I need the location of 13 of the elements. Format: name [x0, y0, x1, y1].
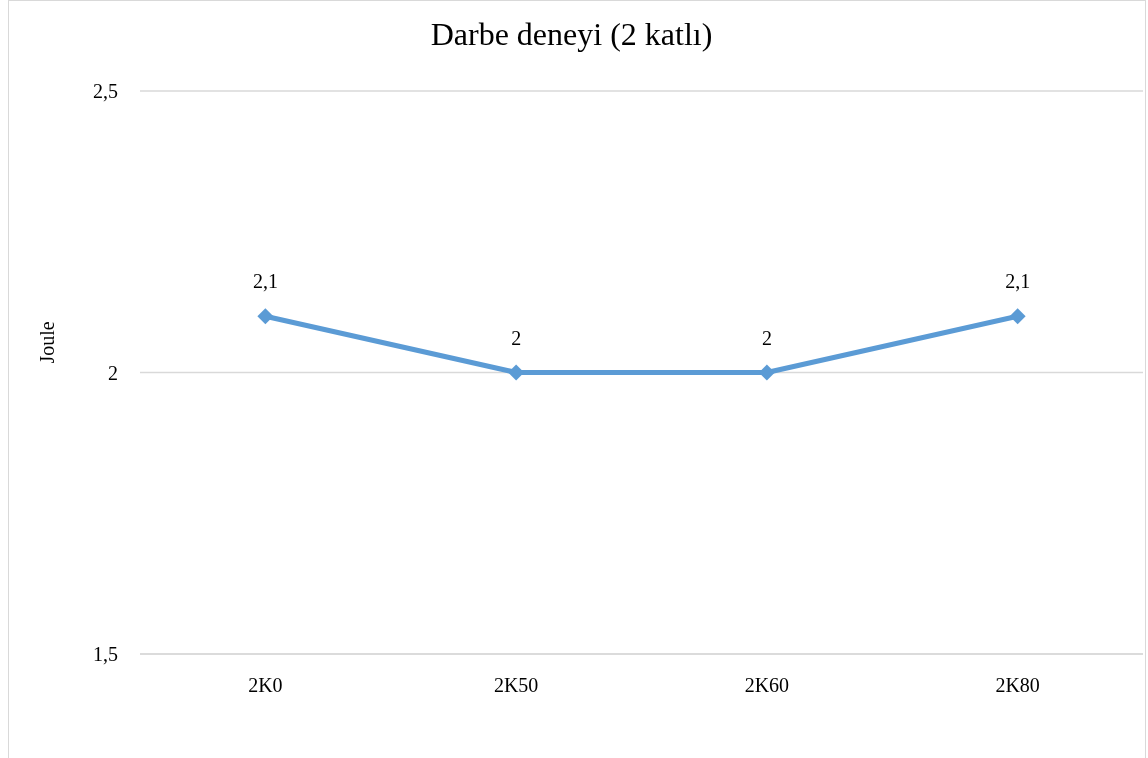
data-label: 2: [511, 326, 522, 349]
y-axis-title: Joule: [36, 321, 58, 364]
data-label: 2: [761, 326, 772, 349]
y-tick-label: 1,5: [93, 643, 118, 665]
x-tick-label: 2K0: [248, 674, 283, 696]
data-label: 2,1: [252, 270, 278, 293]
x-tick-label: 2K80: [995, 674, 1040, 696]
x-tick-label: 2K60: [744, 674, 790, 696]
y-tick-label: 2,5: [93, 80, 118, 102]
chart-title: Darbe deneyi (2 katlı): [430, 16, 713, 52]
y-tick-label: 2: [108, 361, 118, 384]
x-tick-label: 2K50: [493, 674, 539, 696]
data-label: 2,1: [1005, 270, 1031, 293]
